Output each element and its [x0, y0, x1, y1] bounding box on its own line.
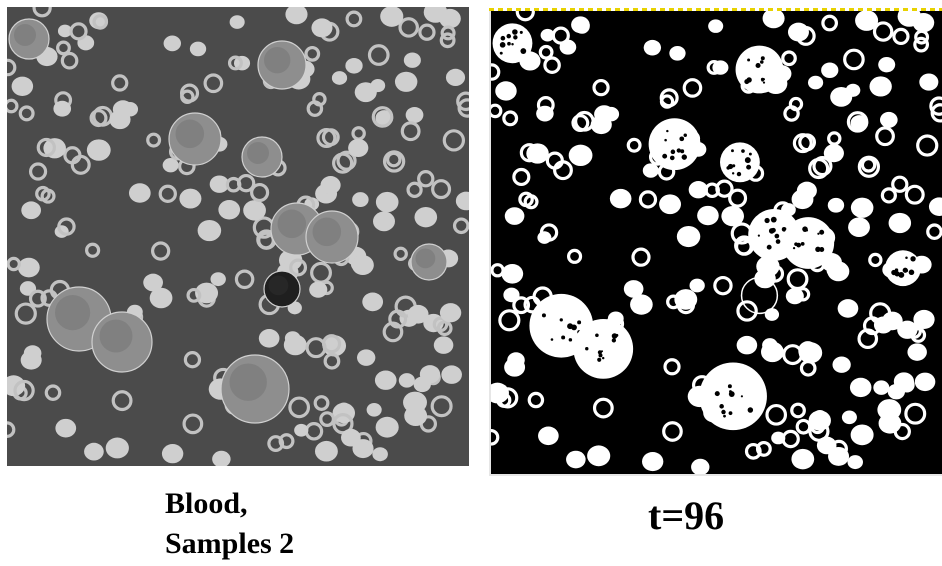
binary-micrograph: [491, 11, 942, 474]
right-caption-threshold: t=96: [648, 493, 725, 538]
blood-sample-grayscale-image: [7, 7, 469, 466]
thresholded-binary-image: [489, 11, 942, 476]
cell-group: [491, 11, 942, 474]
left-caption-line-2: Samples 2: [165, 527, 295, 560]
cell-group: [7, 7, 469, 466]
left-caption-line-1: Blood,: [165, 487, 248, 520]
grayscale-micrograph: [7, 7, 469, 466]
selection-dashed-border: [489, 8, 942, 11]
